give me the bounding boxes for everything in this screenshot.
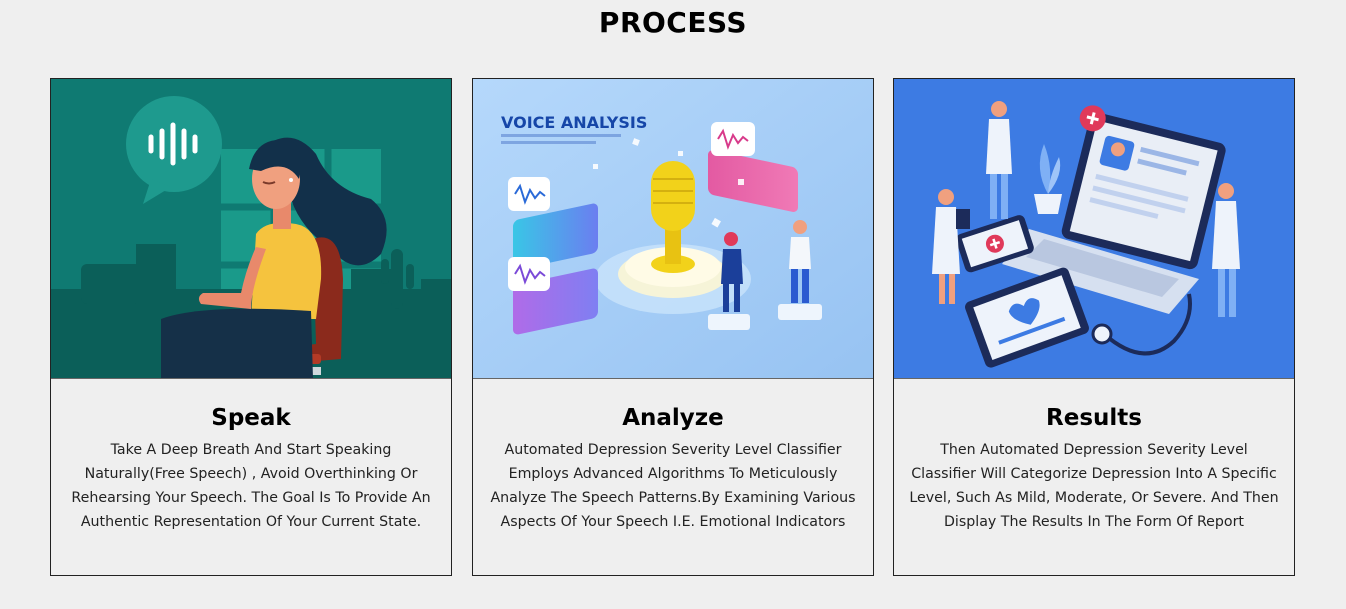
image-heading: VOICE ANALYSIS <box>501 113 647 132</box>
process-card-speak: Speak Take A Deep Breath And Start Speak… <box>50 78 452 576</box>
woman-speaking-illustration <box>51 79 451 379</box>
card-description: Take A Deep Breath And Start Speaking Na… <box>71 442 431 530</box>
process-card-results: Results Then Automated Depression Severi… <box>893 78 1295 576</box>
page-title: PROCESS <box>598 6 748 39</box>
card-title: Analyze <box>622 405 724 431</box>
doctors-laptop-illustration <box>894 79 1294 379</box>
card-description: Automated Depression Severity Level Clas… <box>490 442 856 530</box>
speech-bubble-icon <box>126 96 222 204</box>
process-card-analyze: VOICE ANALYSIS <box>472 78 874 576</box>
card-description: Then Automated Depression Severity Level… <box>909 442 1279 530</box>
card-title: Results <box>1046 405 1142 431</box>
card-title: Speak <box>211 405 291 431</box>
voice-analysis-illustration: VOICE ANALYSIS <box>473 79 873 379</box>
